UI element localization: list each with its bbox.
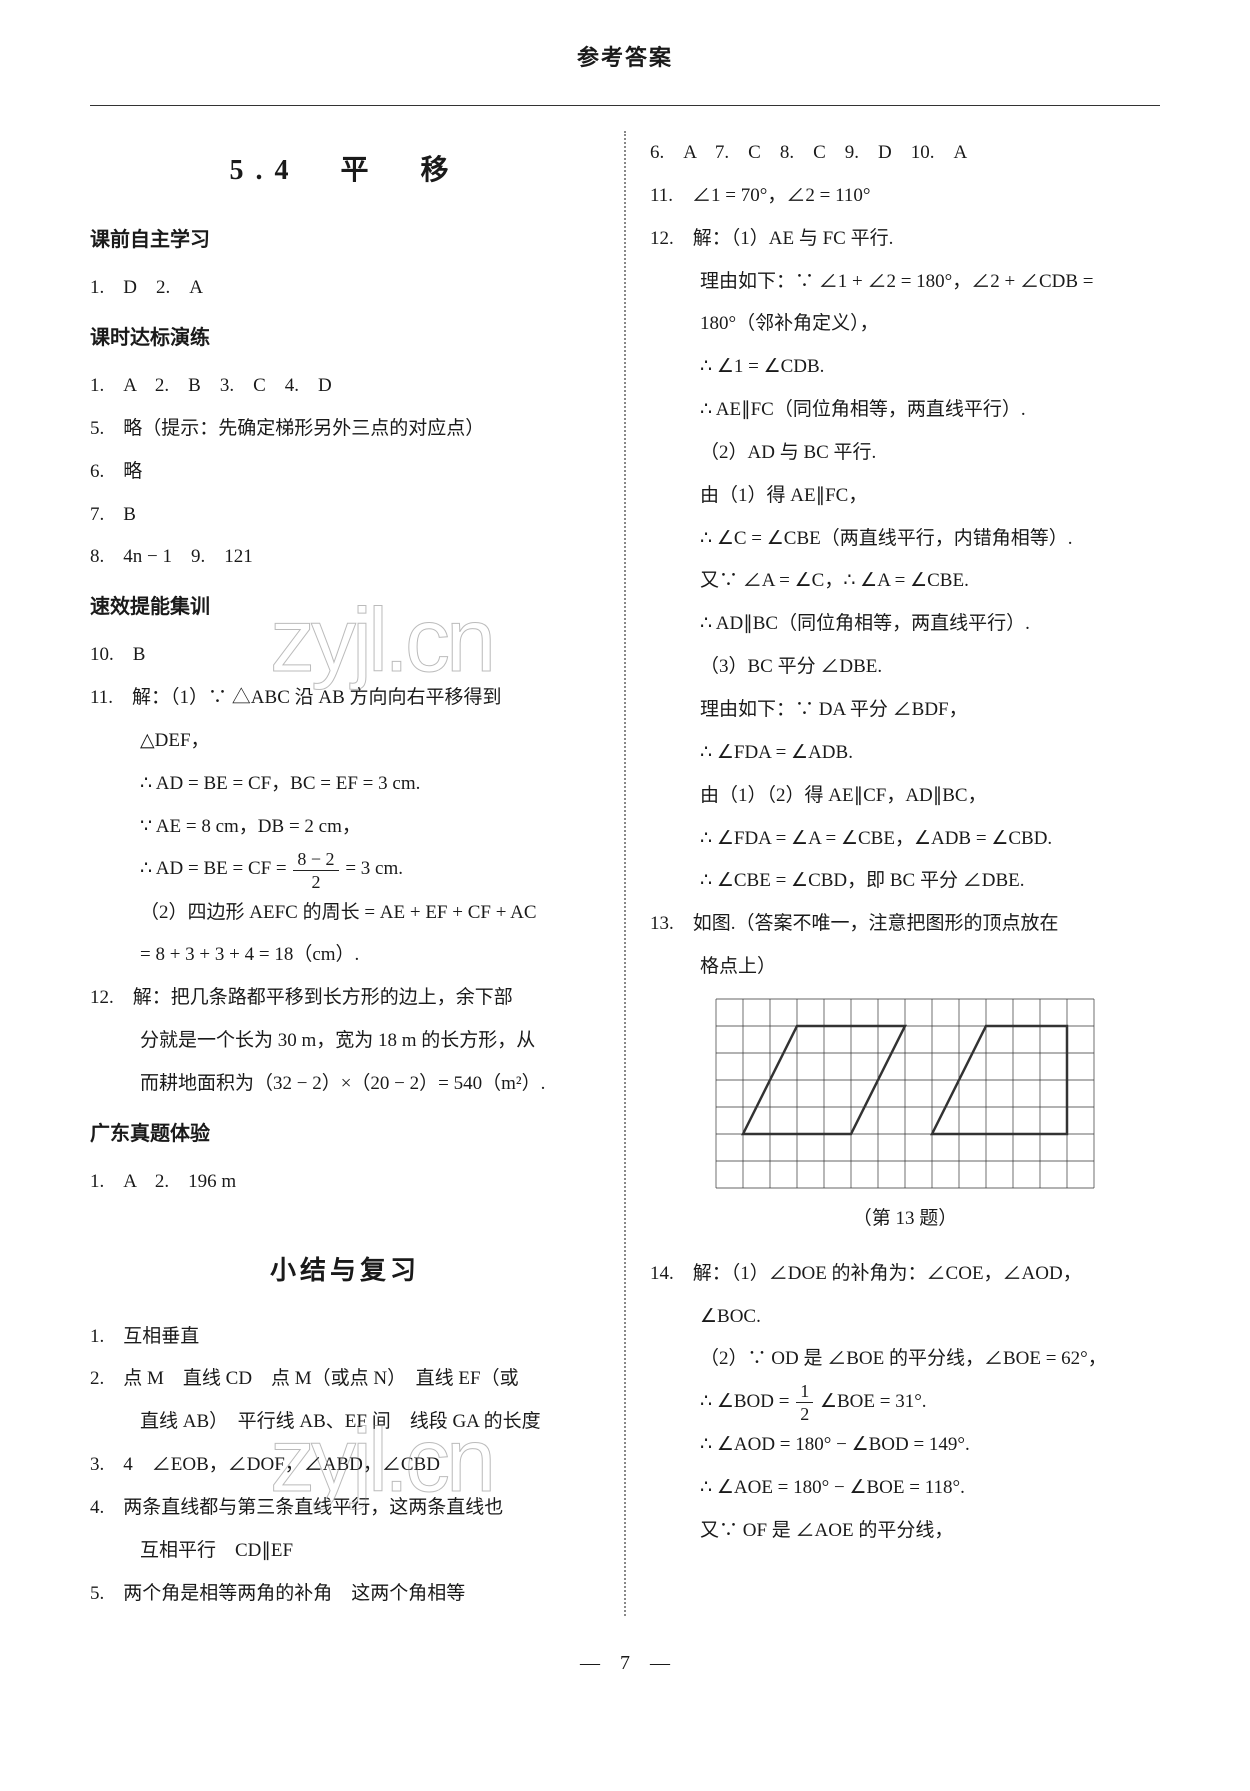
page-footer: — 7 — bbox=[90, 1646, 1160, 1675]
q11-line: 11. ∠1 = 70°，∠2 = 110° bbox=[650, 176, 1160, 217]
q11-line: = 8 + 3 + 3 + 4 = 18（cm）. bbox=[90, 935, 600, 976]
fraction: 8 − 22 bbox=[293, 850, 338, 891]
text: ∴ ∠BOD = bbox=[700, 1391, 794, 1412]
q12-line: 12. 解：（1）AE 与 FC 平行. bbox=[650, 219, 1160, 260]
q13-line: 13. 如图.（答案不唯一，注意把图形的顶点放在 bbox=[650, 904, 1160, 945]
q12-line: 由（1）（2）得 AE∥CF，AD∥BC， bbox=[650, 776, 1160, 817]
q14-line: 14. 解：（1）∠DOE 的补角为：∠COE，∠AOD， bbox=[650, 1254, 1160, 1295]
q14-line: 又∵ OF 是 ∠AOE 的平分线， bbox=[650, 1511, 1160, 1552]
text: ∠BOE = 31°. bbox=[815, 1391, 926, 1412]
q13-figure bbox=[715, 998, 1095, 1189]
q12-line: ∴ ∠C = ∠CBE（两直线平行，内错角相等）. bbox=[650, 519, 1160, 560]
denominator: 2 bbox=[293, 871, 338, 891]
subhead-speed: 速效提能集训 bbox=[90, 586, 600, 629]
q13-caption: （第 13 题） bbox=[650, 1199, 1160, 1240]
q12-line: （2）AD 与 BC 平行. bbox=[650, 433, 1160, 474]
subhead-guangdong: 广东真题体验 bbox=[90, 1113, 600, 1156]
q14-line: ∴ ∠AOE = 180° − ∠BOE = 118°. bbox=[650, 1468, 1160, 1509]
q12-line: ∴ ∠CBE = ∠CBD，即 BC 平分 ∠DBE. bbox=[650, 861, 1160, 902]
q12-line: 由（1）得 AE∥FC， bbox=[650, 476, 1160, 517]
denominator: 2 bbox=[796, 1403, 813, 1423]
q11-line: ∴ AD = BE = CF，BC = EF = 3 cm. bbox=[90, 764, 600, 805]
q12-line: 理由如下：∵ DA 平分 ∠BDF， bbox=[650, 690, 1160, 731]
q12-line: ∴ ∠FDA = ∠A = ∠CBE，∠ADB = ∠CBD. bbox=[650, 819, 1160, 860]
q12-line: 而耕地面积为（32 − 2）×（20 − 2）= 540（m²）. bbox=[90, 1064, 600, 1105]
review-line: 直线 AB） 平行线 AB、EF 间 线段 GA 的长度 bbox=[90, 1402, 600, 1443]
answer-line: 10. B bbox=[90, 635, 600, 676]
q12-line: 理由如下：∵ ∠1 + ∠2 = 180°，∠2 + ∠CDB = bbox=[650, 262, 1160, 303]
text: = 3 cm. bbox=[341, 858, 403, 879]
answer-line: 7. B bbox=[90, 495, 600, 536]
subhead-practice: 课时达标演练 bbox=[90, 317, 600, 360]
q12-line: 180°（邻补角定义）， bbox=[650, 304, 1160, 345]
review-line: 5. 两个角是相等两角的补角 这两个角相等 bbox=[90, 1574, 600, 1615]
answer-line: 1. A 2. B 3. C 4. D bbox=[90, 366, 600, 407]
q11-fraction-line: ∴ AD = BE = CF = 8 − 22 = 3 cm. bbox=[90, 849, 600, 890]
content-columns: 5.4 平 移 课前自主学习 1. D 2. A 课时达标演练 1. A 2. … bbox=[90, 131, 1160, 1616]
q11-line: ∵ AE = 8 cm，DB = 2 cm， bbox=[90, 807, 600, 848]
q14-line: ∴ ∠AOD = 180° − ∠BOD = 149°. bbox=[650, 1425, 1160, 1466]
q11-line: 11. 解：（1）∵ △ABC 沿 AB 方向向右平移得到 bbox=[90, 678, 600, 719]
right-column: 6. A 7. C 8. C 9. D 10. A 11. ∠1 = 70°，∠… bbox=[628, 131, 1160, 1616]
q14-line: （2）∵ OD 是 ∠BOE 的平分线，∠BOE = 62°， bbox=[650, 1339, 1160, 1380]
left-column: 5.4 平 移 课前自主学习 1. D 2. A 课时达标演练 1. A 2. … bbox=[90, 131, 622, 1616]
q12-line: ∴ ∠FDA = ∠ADB. bbox=[650, 733, 1160, 774]
q13-line: 格点上） bbox=[650, 947, 1160, 988]
q12-line: 分就是一个长为 30 m，宽为 18 m 的长方形，从 bbox=[90, 1021, 600, 1062]
q14-line: ∠BOC. bbox=[650, 1297, 1160, 1338]
answer-line: 1. A 2. 196 m bbox=[90, 1162, 600, 1203]
review-line: 3. 4 ∠EOB，∠DOF，∠ABD，∠CBD bbox=[90, 1445, 600, 1486]
answer-line: 6. A 7. C 8. C 9. D 10. A bbox=[650, 133, 1160, 174]
divider bbox=[90, 105, 1160, 106]
q12-line: ∴ ∠1 = ∠CDB. bbox=[650, 347, 1160, 388]
text: ∴ AD = BE = CF = bbox=[140, 858, 291, 879]
column-divider bbox=[624, 131, 626, 1616]
section-title-54: 5.4 平 移 bbox=[90, 141, 600, 201]
q11-line: （2）四边形 AEFC 的周长 = AE + EF + CF + AC bbox=[90, 893, 600, 934]
page-header: 参考答案 bbox=[90, 40, 1160, 80]
q12-line: ∴ AE∥FC（同位角相等，两直线平行）. bbox=[650, 390, 1160, 431]
subhead-prestudy: 课前自主学习 bbox=[90, 219, 600, 262]
q12-line: 又∵ ∠A = ∠C，∴ ∠A = ∠CBE. bbox=[650, 561, 1160, 602]
review-line: 互相平行 CD∥EF bbox=[90, 1531, 600, 1572]
q12-line: （3）BC 平分 ∠DBE. bbox=[650, 647, 1160, 688]
numerator: 1 bbox=[796, 1382, 813, 1403]
page-number: 7 bbox=[620, 1652, 630, 1674]
fraction: 12 bbox=[796, 1382, 813, 1423]
q14-fraction-line: ∴ ∠BOD = 12 ∠BOE = 31°. bbox=[650, 1382, 1160, 1423]
answer-line: 5. 略（提示：先确定梯形另外三点的对应点） bbox=[90, 409, 600, 450]
q12-line: ∴ AD∥BC（同位角相等，两直线平行）. bbox=[650, 604, 1160, 645]
q12-line: 12. 解：把几条路都平移到长方形的边上，余下部 bbox=[90, 978, 600, 1019]
numerator: 8 − 2 bbox=[293, 850, 338, 871]
review-line: 4. 两条直线都与第三条直线平行，这两条直线也 bbox=[90, 1488, 600, 1529]
q11-line: △DEF， bbox=[90, 721, 600, 762]
review-line: 2. 点 M 直线 CD 点 M（或点 N） 直线 EF（或 bbox=[90, 1359, 600, 1400]
answer-line: 6. 略 bbox=[90, 452, 600, 493]
answer-line: 1. D 2. A bbox=[90, 268, 600, 309]
answer-line: 8. 4n − 1 9. 121 bbox=[90, 537, 600, 578]
section-title-review: 小结与复习 bbox=[90, 1243, 600, 1299]
review-line: 1. 互相垂直 bbox=[90, 1317, 600, 1358]
